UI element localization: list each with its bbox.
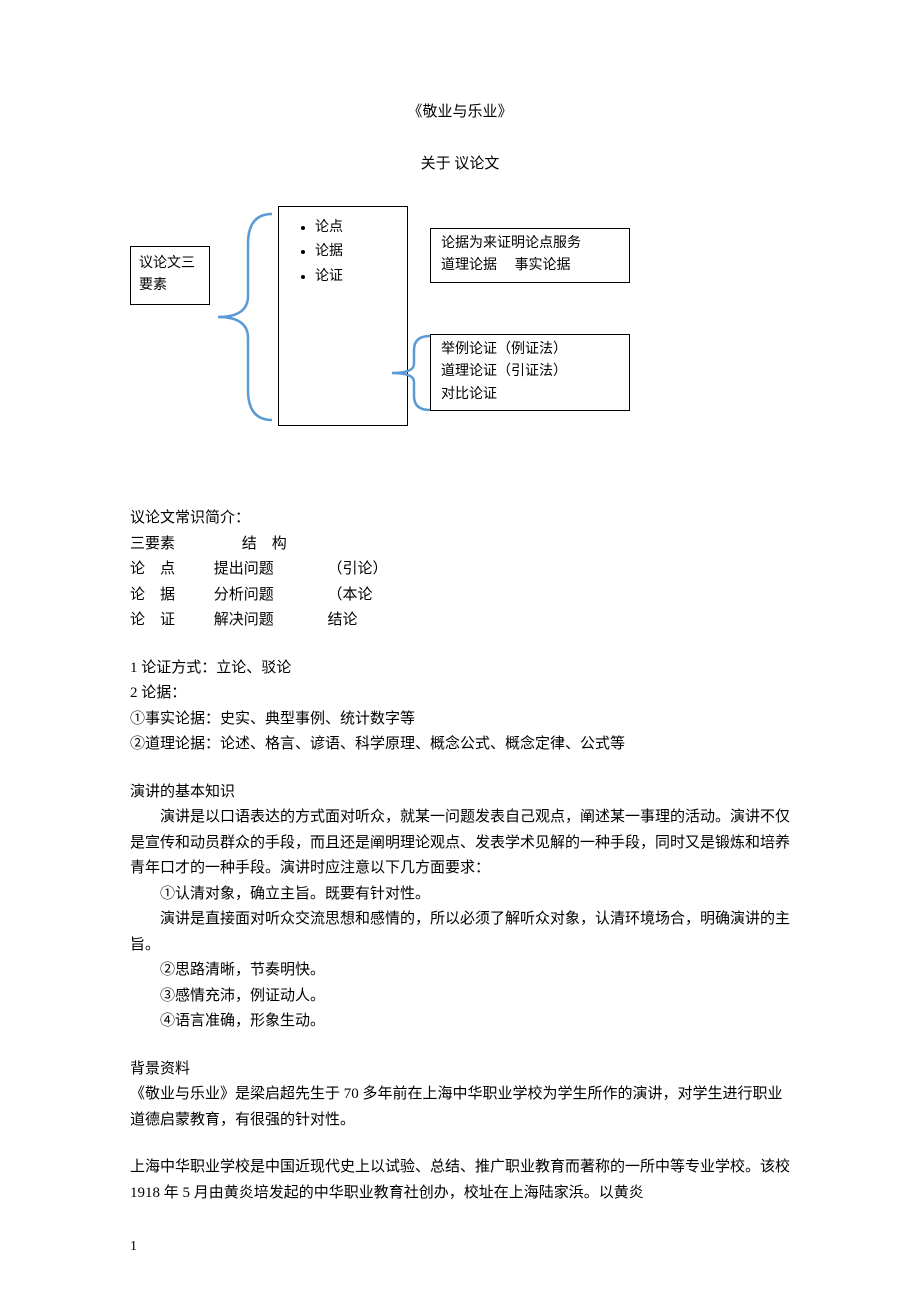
intro-row1-c1: 论 点 — [130, 557, 210, 583]
speech-i1: ①认清对象，确立主旨。既要有针对性。 — [130, 882, 790, 908]
r1-line2a: 道理论据 — [441, 258, 497, 273]
intro-row2-c1: 论 据 — [130, 583, 210, 609]
intro-section: 议论文常识简介： 三要素 结 构 论 点 提出问题 （引论） 论 据 分析问题 … — [130, 506, 790, 634]
brace-right-icon — [386, 332, 434, 414]
r1-line1: 论据为来证明论点服务 — [441, 233, 619, 255]
intro-row0-c1: 三要素 — [130, 532, 210, 558]
speech-i3: ③感情充沛，例证动人。 — [130, 984, 790, 1010]
intro-row1-c3: （引论） — [328, 561, 388, 577]
r1-line2b: 事实论据 — [515, 258, 571, 273]
box-right-2: 举例论证（例证法） 道理论证（引证法） 对比论证 — [430, 334, 630, 411]
intro-row2-c3: （本论 — [328, 587, 373, 603]
brace-left-icon — [212, 210, 276, 424]
box-right-1: 论据为来证明论点服务 道理论据 事实论据 — [430, 228, 630, 283]
doc-subtitle: 关于 议论文 — [130, 152, 790, 176]
intro-row3-c3: 结论 — [328, 612, 358, 628]
intro-row0-c2: 结 构 — [214, 532, 324, 558]
mid-item-2: 论证 — [315, 266, 391, 288]
method-line2: 2 论据： — [130, 681, 790, 707]
intro-row1-c2: 提出问题 — [214, 557, 324, 583]
method-line3: ①事实论据：史实、典型事例、统计数字等 — [130, 707, 790, 733]
intro-row3-c1: 论 证 — [130, 608, 210, 634]
speech-i2: ②思路清晰，节奏明快。 — [130, 958, 790, 984]
speech-p2: 演讲是直接面对听众交流思想和感情的，所以必须了解听众对象，认清环境场合，明确演讲… — [130, 907, 790, 958]
intro-heading: 议论文常识简介： — [130, 506, 790, 532]
background-p2: 上海中华职业学校是中国近现代史上以试验、总结、推广职业教育而著称的一所中等专业学… — [130, 1155, 790, 1206]
mid-item-0: 论点 — [315, 217, 391, 239]
method-line4: ②道理论据：论述、格言、谚语、科学原理、概念公式、概念定律、公式等 — [130, 732, 790, 758]
r2-line-0: 举例论证（例证法） — [441, 339, 619, 361]
intro-row3-c2: 解决问题 — [214, 608, 324, 634]
background-heading: 背景资料 — [130, 1057, 790, 1083]
diagram-area: 议论文三要素 论点 论据 论证 论据为来证明论点服务 道理论据 事实论据 举例论… — [130, 206, 790, 466]
r2-line-2: 对比论证 — [441, 384, 619, 406]
speech-section: 演讲的基本知识 演讲是以口语表达的方式面对听众，就某一问题发表自己观点，阐述某一… — [130, 780, 790, 1035]
speech-heading: 演讲的基本知识 — [130, 780, 790, 806]
background-p1: 《敬业与乐业》是梁启超先生于 70 多年前在上海中华职业学校为学生所作的演讲，对… — [130, 1082, 790, 1133]
page-number: 1 — [130, 1236, 790, 1258]
r2-line-1: 道理论证（引证法） — [441, 361, 619, 383]
mid-item-1: 论据 — [315, 241, 391, 263]
speech-p1: 演讲是以口语表达的方式面对听众，就某一问题发表自己观点，阐述某一事理的活动。演讲… — [130, 805, 790, 882]
speech-i4: ④语言准确，形象生动。 — [130, 1009, 790, 1035]
intro-row2-c2: 分析问题 — [214, 583, 324, 609]
doc-title: 《敬业与乐业》 — [130, 100, 790, 124]
background-section: 背景资料 《敬业与乐业》是梁启超先生于 70 多年前在上海中华职业学校为学生所作… — [130, 1057, 790, 1207]
method-line1: 1 论证方式：立论、驳论 — [130, 656, 790, 682]
method-section: 1 论证方式：立论、驳论 2 论据： ①事实论据：史实、典型事例、统计数字等 ②… — [130, 656, 790, 758]
box-left: 议论文三要素 — [130, 246, 210, 305]
